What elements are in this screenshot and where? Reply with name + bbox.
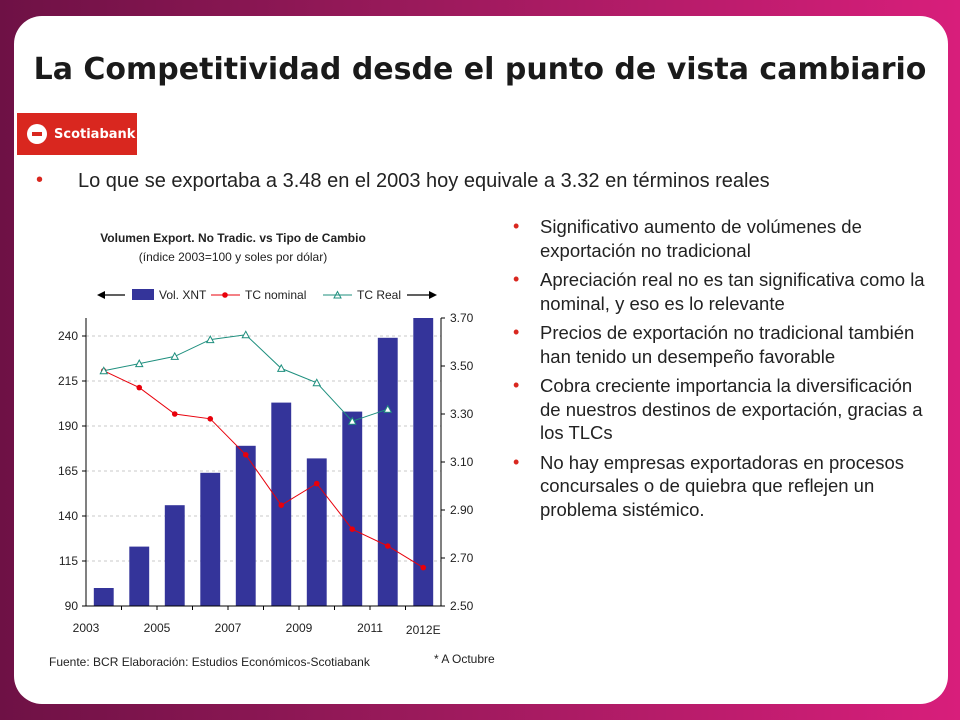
point-line-real [312,378,322,387]
bar-vol-xnt [235,445,256,606]
left-axis-ticks: 90 115 140 165 190 215 240 [58,329,86,613]
point-line-nominal [136,384,143,391]
x-axis-ticks: 2003 2005 2007 2009 2011 2012E [73,606,441,637]
right-tick-label: 2.90 [450,503,474,517]
right-axis-ticks: 2.50 2.70 2.90 3.10 3.30 3.50 3.70 [441,311,474,613]
bullet-item: • No hay empresas exportadoras en proceso… [513,451,905,520]
left-tick-label: 240 [58,329,78,343]
chart-source: Fuente: BCR Elaboración: Estudios Económ… [49,655,371,669]
point-line-nominal [278,502,285,509]
point-line-real [134,359,144,368]
point-line-nominal [313,480,320,487]
x-tick-label: 2011 [357,621,383,635]
bullet-dot-icon: • [513,375,520,395]
point-line-nominal [384,543,391,549]
legend-label-vol: Vol. XNT [159,288,207,302]
bullet-item: • Significativo aumento de volúmenes de e… [513,216,862,261]
bar-vol-xnt [377,337,398,606]
legend-bar-swatch [132,289,154,300]
legend-real-marker [333,290,342,299]
export-vs-exchange-chart: Volumen Export. No Tradic. vs Tipo de Ca… [49,231,495,669]
point-line-nominal [171,411,178,417]
x-tick-label: 2005 [144,621,171,635]
chart-legend: Vol. XNT TC nominal TC Real [97,288,437,302]
line-real-line [103,334,388,422]
left-tick-label: 165 [58,464,78,478]
left-tick-label: 215 [58,374,78,388]
bullet-dot-icon: • [513,451,520,472]
bullet-dot-icon: • [513,322,520,342]
bar-vol-xnt [413,318,434,606]
point-line-nominal [242,452,249,458]
chart-title: Volumen Export. No Tradic. vs Tipo de Ca… [100,231,366,245]
x-tick-label: 2009 [286,621,313,635]
scotiabank-logo: Scotiabank [17,113,137,155]
left-tick-label: 140 [58,509,78,523]
scotiabank-s-icon [27,124,47,144]
right-tick-label: 3.10 [450,455,474,469]
x-tick-label: 2007 [215,621,242,635]
real-series [99,330,393,425]
right-tick-label: 3.70 [450,311,474,325]
bullet-dot-icon: • [36,169,44,191]
point-line-real [347,416,357,425]
point-line-nominal [349,526,356,532]
bar-vol-xnt [164,505,185,606]
point-line-real [276,363,286,372]
bar-vol-xnt [129,546,150,606]
point-line-real [170,351,180,360]
bullet-list: • Significativo aumento de volúmenes de e… [507,215,927,527]
legend-nominal-marker [222,292,228,298]
left-tick-label: 190 [58,419,78,433]
bullet-dot-icon: • [513,269,520,289]
chart-subtitle: (índice 2003=100 y soles por dólar) [139,250,327,264]
bullet-item: • Precios de exportación no tradicional t… [513,322,915,367]
right-tick-label: 3.50 [450,359,474,373]
top-bullet-text: Lo que se exportaba a 3.48 en el 2003 ho… [78,170,770,192]
right-arrow-head-icon [429,291,437,299]
bullet-dot-icon: • [513,216,520,236]
left-tick-label: 90 [65,599,79,613]
point-line-real [383,404,393,413]
bar-vol-xnt [342,411,363,606]
bullet-item: • Cobra creciente importancia la diversif… [513,375,923,443]
right-tick-label: 2.70 [450,551,474,565]
bar-vol-xnt [200,472,221,606]
legend-label-nominal: TC nominal [245,288,306,302]
right-tick-label: 2.50 [450,599,474,613]
bar-series [93,318,434,606]
point-line-real [205,335,215,344]
logo-text: Scotiabank [54,126,136,142]
point-line-real [241,330,251,339]
left-arrow-head-icon [97,291,105,299]
point-line-nominal [420,564,427,571]
line-nominal-line [103,370,424,569]
point-line-real [99,366,109,375]
nominal-series [100,368,427,571]
slide-title: La Competitividad desde el punto de vist… [33,52,927,87]
right-tick-label: 3.30 [450,407,474,421]
chart-note: * A Octubre [434,652,495,666]
left-tick-label: 115 [59,554,78,568]
bar-vol-xnt [306,458,327,606]
x-tick-label: 2012E [406,623,441,637]
x-tick-label: 2003 [73,621,100,635]
bar-vol-xnt [93,588,114,606]
point-line-nominal [207,416,214,422]
legend-label-real: TC Real [357,288,401,302]
bullet-item: • Apreciación real no es tan significativ… [513,269,925,314]
